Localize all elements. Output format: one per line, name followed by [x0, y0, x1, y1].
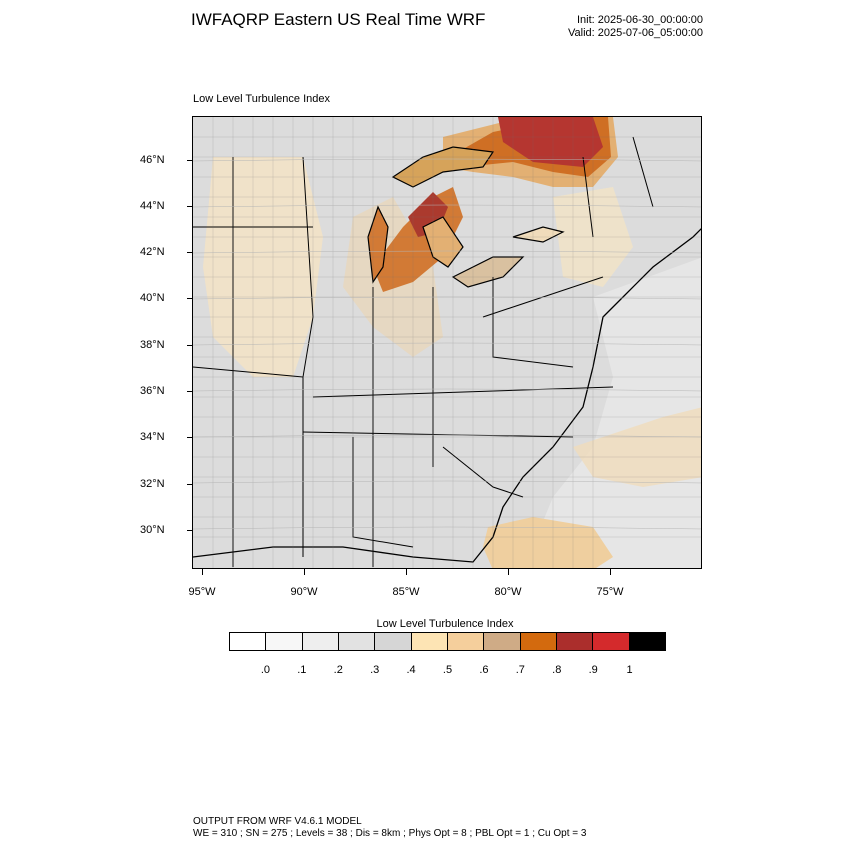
colorbar-box [484, 633, 521, 650]
lon-tick [304, 569, 305, 575]
colorbar-label: .2 [333, 664, 343, 676]
footer-model-line: OUTPUT FROM WRF V4.6.1 MODEL [193, 816, 362, 827]
lat-label-40: 40°N [140, 292, 165, 304]
lat-tick [187, 484, 192, 485]
plot-title: IWFAQRP Eastern US Real Time WRF [191, 10, 486, 29]
colorbar-box [266, 633, 303, 650]
colorbar-box [593, 633, 630, 650]
lat-tick [187, 252, 192, 253]
lon-tick [508, 569, 509, 575]
colorbar-box [302, 633, 339, 650]
colorbar-label: .5 [442, 664, 453, 676]
colorbar-label: 1 [626, 664, 633, 676]
colorbar-box [556, 633, 594, 650]
lat-label-34: 34°N [140, 431, 165, 443]
colorbar-box [338, 633, 376, 650]
lat-label-32: 32°N [140, 478, 165, 490]
colorbar-box [375, 633, 412, 650]
run-info: Init: 2025-06-30_00:00:00 Valid: 2025-07… [568, 14, 703, 40]
coastline [193, 228, 701, 563]
graticule [193, 158, 701, 530]
colorbar-box [520, 633, 557, 650]
lat-tick [187, 391, 192, 392]
turbulence-map [193, 117, 701, 568]
lat-tick [187, 530, 192, 531]
offshore-tan-region [573, 407, 701, 487]
lat-label-46: 46°N [140, 154, 165, 166]
colorbar [229, 632, 666, 651]
lat-label-38: 38°N [140, 339, 165, 351]
lon-label-80: 80°W [494, 586, 522, 598]
colorbar-label: .8 [552, 664, 562, 676]
lat-tick [187, 345, 192, 346]
colorbar-label: .4 [406, 664, 416, 676]
colorbar-title: Low Level Turbulence Index [376, 618, 514, 630]
colorbar-box [629, 633, 665, 650]
lon-tick [610, 569, 611, 575]
colorbar-label: .9 [588, 664, 598, 676]
init-time: Init: 2025-06-30_00:00:00 [577, 14, 703, 26]
map-subtitle: Low Level Turbulence Index [193, 93, 330, 105]
colorbar-box [230, 633, 267, 650]
colorbar-label: .6 [479, 664, 489, 676]
lat-tick [187, 206, 192, 207]
colorbar-label: .7 [515, 664, 525, 676]
lat-label-30: 30°N [140, 524, 165, 536]
lon-label-95: 95°W [188, 586, 216, 598]
ontario-red-region [498, 117, 603, 167]
lon-label-90: 90°W [290, 586, 318, 598]
colorbar-box [411, 633, 448, 650]
lon-label-75: 75°W [596, 586, 624, 598]
atlantic-tan-region [483, 517, 613, 568]
map-panel [192, 116, 702, 569]
colorbar-label: .1 [297, 664, 307, 676]
valid-time: Valid: 2025-07-06_05:00:00 [568, 27, 703, 39]
colorbar-label: .0 [260, 664, 270, 676]
lat-label-44: 44°N [140, 200, 165, 212]
lat-tick [187, 437, 192, 438]
colorbar-label: .3 [370, 664, 380, 676]
lon-tick [406, 569, 407, 575]
lat-tick [187, 298, 192, 299]
lon-label-85: 85°W [392, 586, 420, 598]
footer-config-line: WE = 310 ; SN = 275 ; Levels = 38 ; Dis … [193, 828, 587, 839]
model-footer: OUTPUT FROM WRF V4.6.1 MODEL WE = 310 ; … [193, 816, 586, 840]
ocean-region [523, 257, 701, 568]
lat-label-42: 42°N [140, 246, 165, 258]
lon-tick [202, 569, 203, 575]
lat-label-36: 36°N [140, 385, 165, 397]
lat-tick [187, 160, 192, 161]
colorbar-box [447, 633, 485, 650]
